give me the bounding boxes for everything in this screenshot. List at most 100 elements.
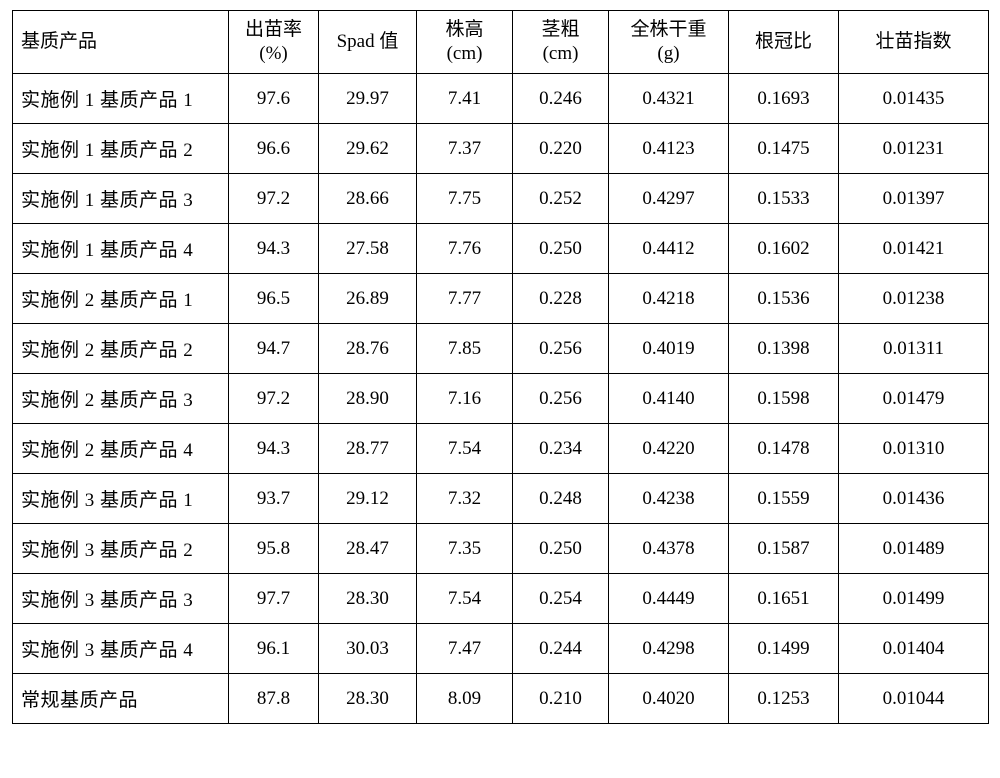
cell-value: 28.76 [319, 324, 417, 374]
page-container: 基质产品 出苗率 (%) Spad 值 株高 (cm) 茎粗 (cm) [0, 0, 1000, 778]
col-header-dry-weight: 全株干重 (g) [609, 11, 729, 74]
table-row: 实施例 2 基质产品 2 94.7 28.76 7.85 0.256 0.401… [13, 324, 989, 374]
cell-value: 0.01435 [839, 74, 989, 124]
cell-value: 0.210 [513, 674, 609, 724]
cell-value: 0.228 [513, 274, 609, 324]
col-header-unit: (cm) [417, 42, 512, 66]
cell-label: 实施例 2 基质产品 4 [13, 424, 229, 474]
cell-value: 0.4412 [609, 224, 729, 274]
cell-value: 0.250 [513, 524, 609, 574]
cell-value: 94.7 [229, 324, 319, 374]
cell-value: 0.250 [513, 224, 609, 274]
col-header-substrate: 基质产品 [13, 11, 229, 74]
cell-value: 7.35 [417, 524, 513, 574]
cell-value: 0.252 [513, 174, 609, 224]
cell-value: 97.7 [229, 574, 319, 624]
cell-value: 29.97 [319, 74, 417, 124]
cell-value: 28.90 [319, 374, 417, 424]
cell-value: 0.01499 [839, 574, 989, 624]
cell-value: 28.77 [319, 424, 417, 474]
col-header-text: 出苗率 [229, 18, 318, 42]
table-row: 实施例 3 基质产品 4 96.1 30.03 7.47 0.244 0.429… [13, 624, 989, 674]
cell-label: 实施例 1 基质产品 4 [13, 224, 229, 274]
cell-label: 实施例 2 基质产品 1 [13, 274, 229, 324]
cell-value: 0.220 [513, 124, 609, 174]
cell-value: 0.4378 [609, 524, 729, 574]
col-header-seedling-index: 壮苗指数 [839, 11, 989, 74]
col-header-text: 基质产品 [21, 30, 228, 54]
table-header-row: 基质产品 出苗率 (%) Spad 值 株高 (cm) 茎粗 (cm) [13, 11, 989, 74]
cell-value: 0.01238 [839, 274, 989, 324]
cell-value: 0.1559 [729, 474, 839, 524]
cell-value: 0.1651 [729, 574, 839, 624]
cell-value: 28.66 [319, 174, 417, 224]
data-table: 基质产品 出苗率 (%) Spad 值 株高 (cm) 茎粗 (cm) [12, 10, 989, 724]
cell-value: 0.256 [513, 324, 609, 374]
table-row: 实施例 3 基质产品 2 95.8 28.47 7.35 0.250 0.437… [13, 524, 989, 574]
col-header-text: 根冠比 [729, 30, 838, 54]
cell-value: 0.1536 [729, 274, 839, 324]
table-row: 实施例 3 基质产品 1 93.7 29.12 7.32 0.248 0.423… [13, 474, 989, 524]
cell-value: 0.01404 [839, 624, 989, 674]
cell-value: 0.256 [513, 374, 609, 424]
cell-value: 0.01310 [839, 424, 989, 474]
cell-value: 0.4218 [609, 274, 729, 324]
cell-value: 8.09 [417, 674, 513, 724]
cell-value: 0.1587 [729, 524, 839, 574]
table-row: 实施例 1 基质产品 4 94.3 27.58 7.76 0.250 0.441… [13, 224, 989, 274]
table-row: 实施例 2 基质产品 3 97.2 28.90 7.16 0.256 0.414… [13, 374, 989, 424]
cell-value: 96.6 [229, 124, 319, 174]
col-header-text: 壮苗指数 [839, 30, 988, 54]
col-header-emergence-rate: 出苗率 (%) [229, 11, 319, 74]
cell-value: 87.8 [229, 674, 319, 724]
cell-value: 0.1598 [729, 374, 839, 424]
cell-value: 0.01436 [839, 474, 989, 524]
col-header-text: Spad 值 [319, 30, 416, 54]
cell-value: 7.47 [417, 624, 513, 674]
table-row: 实施例 1 基质产品 1 97.6 29.97 7.41 0.246 0.432… [13, 74, 989, 124]
col-header-stem-diameter: 茎粗 (cm) [513, 11, 609, 74]
cell-label: 实施例 2 基质产品 2 [13, 324, 229, 374]
cell-label: 实施例 1 基质产品 1 [13, 74, 229, 124]
table-row: 实施例 2 基质产品 1 96.5 26.89 7.77 0.228 0.421… [13, 274, 989, 324]
cell-value: 0.4019 [609, 324, 729, 374]
cell-value: 0.248 [513, 474, 609, 524]
cell-value: 95.8 [229, 524, 319, 574]
cell-value: 0.4298 [609, 624, 729, 674]
cell-value: 0.244 [513, 624, 609, 674]
cell-label: 实施例 2 基质产品 3 [13, 374, 229, 424]
cell-value: 0.01311 [839, 324, 989, 374]
cell-value: 7.76 [417, 224, 513, 274]
cell-label: 实施例 3 基质产品 1 [13, 474, 229, 524]
col-header-spad: Spad 值 [319, 11, 417, 74]
cell-value: 0.1693 [729, 74, 839, 124]
cell-value: 0.4297 [609, 174, 729, 224]
table-row: 常规基质产品 87.8 28.30 8.09 0.210 0.4020 0.12… [13, 674, 989, 724]
cell-value: 7.41 [417, 74, 513, 124]
cell-value: 94.3 [229, 424, 319, 474]
col-header-unit: (g) [609, 42, 728, 66]
cell-value: 7.75 [417, 174, 513, 224]
cell-value: 97.6 [229, 74, 319, 124]
cell-value: 0.01489 [839, 524, 989, 574]
col-header-unit: (%) [229, 42, 318, 66]
cell-value: 0.1499 [729, 624, 839, 674]
cell-value: 27.58 [319, 224, 417, 274]
cell-value: 0.1398 [729, 324, 839, 374]
table-row: 实施例 1 基质产品 2 96.6 29.62 7.37 0.220 0.412… [13, 124, 989, 174]
cell-value: 29.12 [319, 474, 417, 524]
cell-value: 7.16 [417, 374, 513, 424]
cell-label: 实施例 3 基质产品 2 [13, 524, 229, 574]
cell-value: 0.01421 [839, 224, 989, 274]
cell-value: 0.1602 [729, 224, 839, 274]
cell-value: 0.4238 [609, 474, 729, 524]
col-header-text: 株高 [417, 18, 512, 42]
col-header-unit: (cm) [513, 42, 608, 66]
cell-value: 0.234 [513, 424, 609, 474]
cell-value: 96.1 [229, 624, 319, 674]
cell-label: 实施例 3 基质产品 4 [13, 624, 229, 674]
cell-value: 7.54 [417, 424, 513, 474]
cell-value: 0.246 [513, 74, 609, 124]
col-header-root-shoot-ratio: 根冠比 [729, 11, 839, 74]
cell-value: 0.1478 [729, 424, 839, 474]
